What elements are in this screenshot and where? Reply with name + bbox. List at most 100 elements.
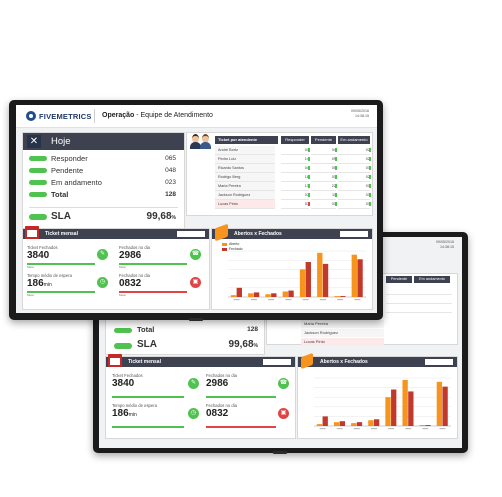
close-icon[interactable]: ✕ <box>27 135 41 148</box>
back-fs-meta-line <box>206 426 276 428</box>
sla-pill <box>29 214 47 220</box>
agent-name: André Bortz <box>215 146 275 155</box>
back-period-select[interactable] <box>263 359 291 365</box>
agent-name: Rodrigo Berg <box>215 173 275 182</box>
status-indicator <box>335 175 337 179</box>
tpa-row[interactable]: Ricardo Santos 04 05 01 <box>215 164 372 173</box>
status-indicator <box>335 184 337 188</box>
tempo-espera-label: Tempo médio de espera <box>27 273 72 278</box>
status-indicator <box>369 157 371 161</box>
hoje-row-pendente: Pendente 048 <box>29 166 178 176</box>
back-abertos-title: Abertos x Fechados <box>320 359 368 365</box>
x-tick <box>319 299 326 301</box>
hoje-row-value: 048 <box>165 167 176 174</box>
alert-icon: ▣ <box>190 277 201 288</box>
x-tick <box>268 299 275 301</box>
tickets-fechados-value: 3840 <box>27 250 50 261</box>
x-tick <box>422 428 429 430</box>
x-tick <box>439 428 446 430</box>
tempo-espera-value: 186min <box>27 278 52 289</box>
people-icon <box>190 133 214 149</box>
status-indicator <box>369 202 371 206</box>
back-tf-meta-line <box>112 396 184 398</box>
period-select[interactable] <box>177 231 205 237</box>
agent-name: Pedro Luiz <box>215 155 275 164</box>
bar-fechado <box>322 416 328 426</box>
agent-pendente: 05 <box>311 164 336 173</box>
agent-andamento: 01 <box>338 200 370 209</box>
back-person-3: Lucas Pinto <box>301 338 384 346</box>
header-divider <box>94 109 95 123</box>
fechados-no-dia-meta-line <box>119 263 187 265</box>
hoje-row-label: Pendente <box>51 166 84 175</box>
tpa-row[interactable]: André Bortz 01 04 02 <box>215 146 372 155</box>
status-indicator <box>335 157 337 161</box>
agent-responder: 01 <box>281 146 309 155</box>
x-tick <box>319 428 326 430</box>
status-pill <box>29 192 47 197</box>
sla-unit: % <box>171 215 176 221</box>
abertos-fechados-title: Abertos x Fechados <box>234 231 282 237</box>
back-abertos-header: Abertos x Fechados <box>298 352 457 370</box>
hoje-row-value: 065 <box>165 155 176 162</box>
back-abertos-select[interactable] <box>425 359 453 365</box>
tickets-fechados-meta-line <box>27 263 95 265</box>
agent-andamento: 01 <box>338 191 370 200</box>
fechados-no-dia-label: Fechados no dia <box>119 245 150 250</box>
tpa-row[interactable]: Rodrigo Berg 18 01 02 <box>215 173 372 182</box>
back-sla-unit: % <box>253 343 258 349</box>
agent-andamento: 01 <box>338 164 370 173</box>
ticket-mensal-header: Ticket mensal <box>23 226 209 239</box>
page-title-bold: Operação <box>102 112 135 119</box>
agent-pendente: 22 <box>311 182 336 191</box>
status-indicator <box>308 184 310 188</box>
bar-fechado <box>408 391 414 426</box>
x-tick <box>336 428 343 430</box>
x-tick <box>250 299 257 301</box>
back-abertos-panel: Abertos x Fechados <box>297 352 458 439</box>
back-te-icon: ◷ <box>188 408 199 419</box>
bar-fechado <box>322 263 329 297</box>
status-indicator <box>369 148 371 152</box>
back-te-number: 186 <box>112 408 129 419</box>
agent-pendente: 01 <box>311 200 336 209</box>
back-fd-value: 2986 <box>206 378 229 389</box>
back-abertos-chart <box>314 377 451 430</box>
back-sla-number: 99,68 <box>228 339 254 350</box>
tpa-row[interactable]: Jackson Rodriguez 071101 <box>215 191 372 200</box>
tpa-col-andamento: Em andamento <box>338 136 370 144</box>
tpa-row[interactable]: Pedro Luiz 14 09 02 <box>215 155 372 164</box>
agent-andamento: 02 <box>338 173 370 182</box>
back-hoje-total-value: 128 <box>247 326 258 333</box>
legend-fechado-label: Fechado <box>229 247 243 251</box>
legend-fechado: Fechado <box>222 247 243 251</box>
phone-icon: ☎ <box>190 249 201 260</box>
agent-responder: 18 <box>281 173 309 182</box>
bar-fechado <box>391 389 397 426</box>
abertos-fechados-panel: Abertos x Fechados Aberto Fechado <box>211 223 373 310</box>
back-te-unit: min <box>128 412 137 418</box>
status-indicator <box>308 193 310 197</box>
back-hoje-sla-label: SLA <box>137 339 157 350</box>
bar-fechado <box>339 421 345 426</box>
back-ticket-mensal-header: Ticket mensal <box>106 354 295 367</box>
ticket-mensal-panel: Ticket mensal Ticket Fechados 3840 Meta … <box>22 226 210 310</box>
abertos-fechados-select[interactable] <box>340 231 368 237</box>
status-pill <box>29 168 47 173</box>
back-person-1: Maria Pereira <box>301 320 384 328</box>
tpa-title: Ticket por atendente <box>215 136 278 144</box>
agent-responder: 57 <box>281 200 309 209</box>
bar-aberto <box>230 295 237 297</box>
back-tf-value: 3840 <box>112 378 135 389</box>
status-indicator <box>369 193 371 197</box>
back-fs-label: Fechados no dia <box>206 403 237 408</box>
tpa-row[interactable]: Maria Pereira 13 22 01 <box>215 182 372 191</box>
x-tick <box>370 428 377 430</box>
agent-name: Ricardo Santos <box>215 164 275 173</box>
fivemetrics-logo-icon <box>26 111 36 121</box>
legend-swatch-aberto <box>222 242 227 246</box>
tpa-row[interactable]: Lucas Pinto 57 01 01 <box>215 200 372 209</box>
ticket-mensal-title: Ticket mensal <box>45 231 78 237</box>
back-date-line1: 09/05/2016 <box>436 240 454 244</box>
hoje-row-responder: Responder 065 <box>29 154 178 164</box>
